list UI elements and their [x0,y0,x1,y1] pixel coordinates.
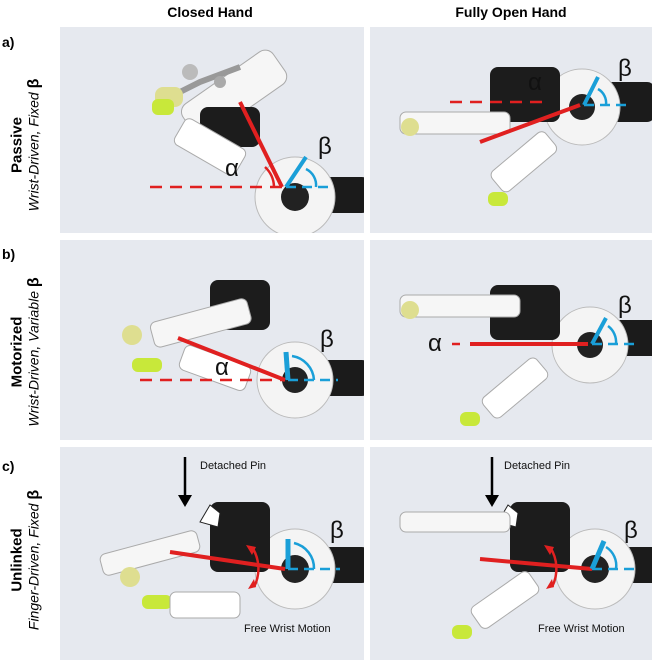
photo-unlinked-open: Detached Pin Free Wrist Motion β [370,447,652,660]
alpha-label: α [528,69,542,96]
alpha-label: α [225,155,239,182]
row-title: Motorized [8,316,26,388]
beta-label: β [330,517,344,544]
row-letter-b: b) [2,246,16,262]
row-title: Unlinked [8,528,26,592]
row-title: Passive [8,117,26,173]
row-subtitle: Wrist-Driven, Fixed [25,92,42,212]
photo-unlinked-closed: Detached Pin Free Wrist Motion β [60,447,364,660]
row-label-unlinked: Unlinked Finger-Driven, Fixed β [4,460,48,660]
beta-symbol: β [25,277,43,288]
hand-illustration [99,457,364,619]
beta-label: β [320,326,334,353]
free-wrist-label: Free Wrist Motion [244,623,331,635]
row-letter-c: c) [2,458,15,474]
beta-symbol: β [25,78,43,89]
photo-motorized-open: α β [370,240,652,440]
row-letter-a: a) [2,34,15,50]
row-label-passive: Passive Wrist-Driven, Fixed β [4,60,48,230]
column-header-open: Fully Open Hand [455,4,567,20]
row-label-motorized: Motorized Wrist-Driven, Variable β [4,262,48,442]
beta-label: β [318,133,332,160]
beta-symbol: β [25,489,43,500]
detached-pin-label: Detached Pin [200,460,267,472]
hand-illustration [150,49,364,233]
alpha-label: α [428,330,442,357]
hand-illustration [399,67,652,206]
photo-motorized-closed: α β [60,240,364,440]
photo-passive-open: α β [370,27,652,233]
hand-illustration [399,457,652,639]
beta-label: β [618,55,632,82]
hand-illustration [399,285,652,426]
free-wrist-label: Free Wrist Motion [538,623,625,635]
beta-label: β [624,517,638,544]
row-subtitle: Finger-Driven, Fixed [25,503,42,631]
column-header-closed: Closed Hand [167,4,253,20]
detached-pin-label: Detached Pin [504,460,571,472]
hand-illustration [122,280,364,419]
alpha-label: α [215,354,229,381]
photo-passive-closed: α β [60,27,364,233]
row-subtitle: Wrist-Driven, Variable [25,291,42,427]
beta-label: β [618,292,632,319]
